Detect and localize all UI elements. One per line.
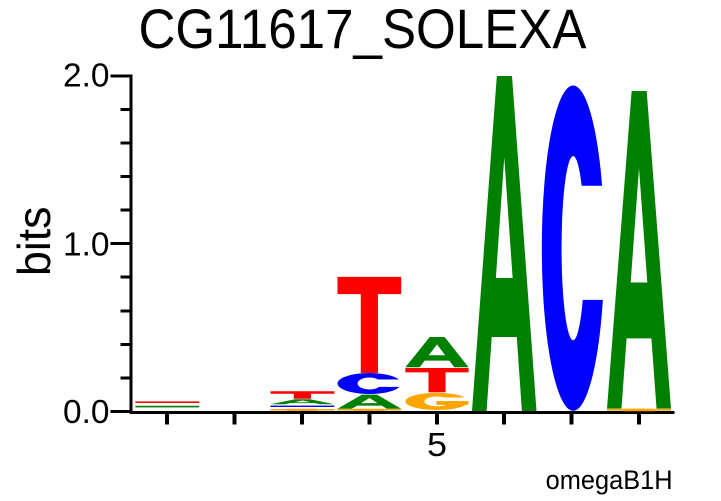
svg-text:omegaB1H: omegaB1H bbox=[546, 465, 673, 495]
svg-text:bits: bits bbox=[8, 207, 60, 277]
svg-text:1.0: 1.0 bbox=[63, 225, 110, 262]
svg-text:2.0: 2.0 bbox=[63, 57, 110, 94]
svg-text:5: 5 bbox=[427, 426, 447, 463]
svg-text:CG11617_SOLEXA: CG11617_SOLEXA bbox=[139, 0, 588, 60]
svg-text:0.0: 0.0 bbox=[63, 393, 110, 430]
